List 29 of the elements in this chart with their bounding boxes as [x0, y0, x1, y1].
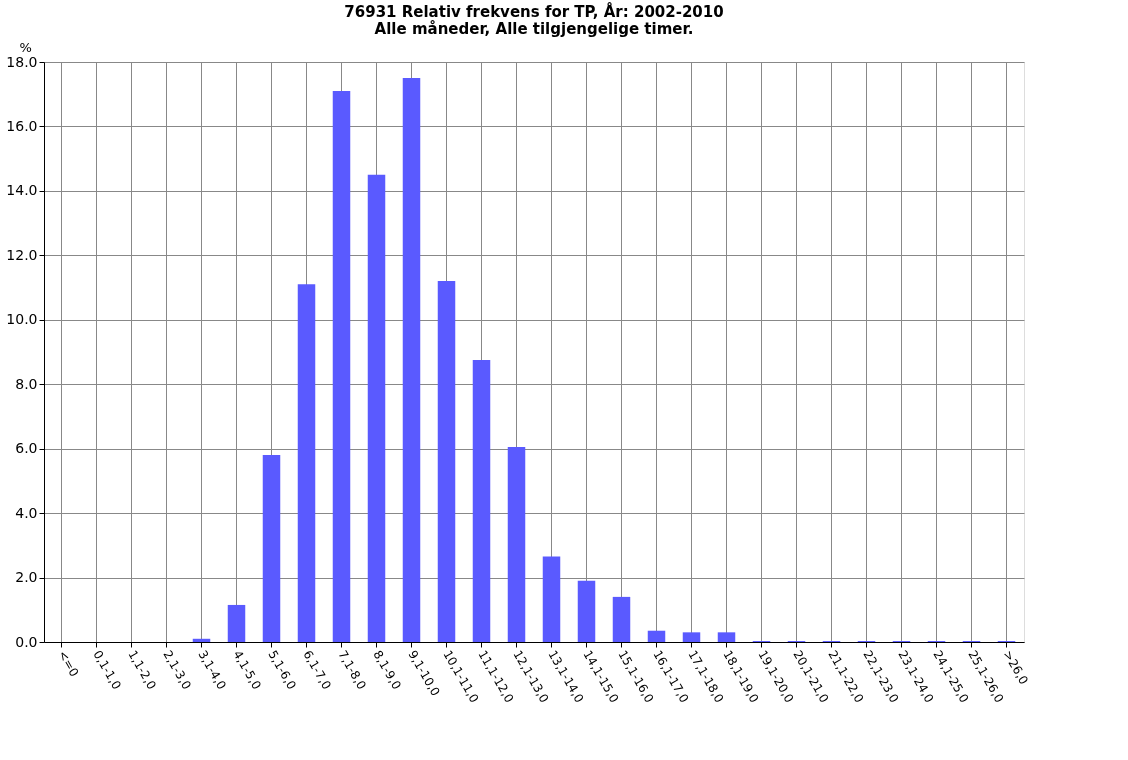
bar	[192, 638, 211, 642]
bar	[682, 632, 701, 642]
y-tick-label: 18.0	[6, 53, 38, 70]
bar	[227, 604, 246, 642]
bar	[367, 174, 386, 642]
y-tick-label: 10.0	[6, 311, 38, 328]
bar	[402, 78, 421, 642]
y-tick-label: 4.0	[15, 504, 38, 521]
bar	[332, 91, 351, 642]
bar	[437, 281, 456, 642]
y-tick-label: 16.0	[6, 117, 38, 134]
bar	[472, 360, 491, 642]
bar	[577, 580, 596, 642]
text: Alle måneder, Alle tilgjengelige timer.	[374, 20, 694, 38]
y-tick-label: 0.0	[15, 633, 38, 650]
bar	[262, 455, 281, 642]
y-axis-title: %	[19, 39, 32, 55]
bar	[507, 447, 526, 642]
bar	[612, 596, 631, 642]
bar	[297, 284, 316, 642]
bar	[717, 632, 736, 642]
y-tick-label: 2.0	[15, 569, 38, 586]
text: 76931 Relativ frekvens for TP, År: 2002-2010	[344, 3, 724, 21]
y-tick-label: 14.0	[6, 182, 38, 199]
y-tick-label: 12.0	[6, 246, 38, 263]
bar	[647, 630, 666, 642]
y-tick-label: 6.0	[15, 440, 38, 457]
y-tick-label: 8.0	[15, 375, 38, 392]
bar	[542, 556, 561, 642]
